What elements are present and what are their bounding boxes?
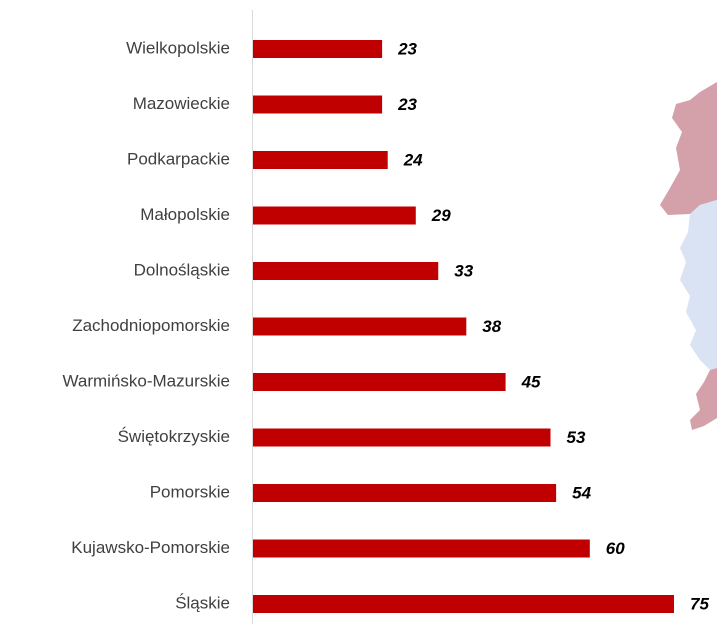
data-label: 24 — [403, 150, 423, 169]
data-label: 38 — [482, 317, 501, 336]
data-label: 75 — [690, 594, 709, 613]
category-label: Mazowieckie — [133, 94, 230, 113]
bar — [253, 95, 383, 114]
data-label: 23 — [397, 39, 417, 58]
data-label: 60 — [606, 539, 625, 558]
data-label: 53 — [567, 428, 586, 447]
category-label: Dolnośląskie — [134, 260, 230, 279]
data-label: 54 — [572, 483, 591, 502]
map-fragment — [660, 82, 717, 430]
map-region — [660, 82, 717, 215]
map-region — [690, 368, 717, 430]
data-label: 45 — [521, 372, 541, 391]
category-label: Podkarpackie — [127, 149, 230, 168]
data-label: 33 — [454, 261, 473, 280]
category-label: Śląskie — [175, 593, 230, 612]
bar — [253, 317, 467, 336]
bar — [253, 206, 416, 225]
data-label: 23 — [397, 95, 417, 114]
category-label: Zachodniopomorskie — [72, 316, 230, 335]
category-label: Wielkopolskie — [126, 38, 230, 57]
category-label: Świętokrzyskie — [118, 427, 230, 446]
bar — [253, 40, 383, 58]
map-region — [680, 200, 717, 370]
category-label: Małopolskie — [140, 205, 230, 224]
category-label: Kujawsko-Pomorskie — [71, 538, 230, 557]
bar — [253, 484, 557, 502]
bar — [253, 151, 388, 169]
category-label: Warmińsko-Mazurskie — [62, 371, 230, 390]
bar — [253, 373, 506, 391]
bar — [253, 539, 590, 558]
data-label: 29 — [431, 206, 451, 225]
bar — [253, 595, 674, 613]
bar — [253, 262, 439, 280]
category-label: Pomorskie — [150, 482, 230, 501]
bar — [253, 428, 551, 447]
